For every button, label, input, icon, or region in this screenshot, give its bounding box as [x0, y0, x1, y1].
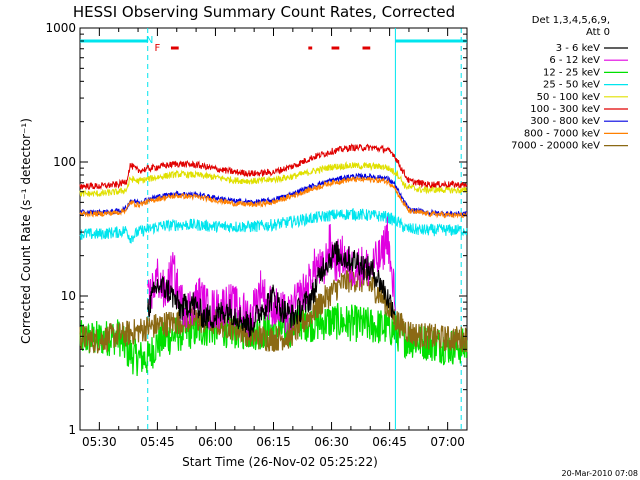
y-tick-label: 1000 — [45, 21, 76, 35]
x-tick-label: 05:30 — [82, 435, 117, 449]
y-tick-label: 1 — [68, 423, 76, 437]
legend-label: 800 - 7000 keV — [524, 128, 600, 139]
x-tick-label: 07:00 — [430, 435, 465, 449]
annotation-f: F — [155, 43, 161, 54]
series-line-25-50-kev — [79, 208, 468, 244]
series-layer — [79, 143, 468, 377]
series-line-3-6-kev — [147, 240, 396, 338]
annotations: NF — [146, 35, 161, 54]
date-stamp: 20-Mar-2010 07:08 — [562, 469, 639, 478]
legend-header: Att 0 — [586, 27, 610, 38]
legend-label: 12 - 25 keV — [543, 67, 600, 78]
y-axis-label: Corrected Count Rate (s⁻¹ detector⁻¹) — [19, 118, 33, 344]
x-tick-label: 05:45 — [140, 435, 175, 449]
series-line-7000-20000-kev — [79, 266, 468, 354]
annotation-n: N — [146, 35, 153, 46]
legend-label: 100 - 300 keV — [530, 104, 600, 115]
x-tick-label: 06:45 — [372, 435, 407, 449]
legend-label: 300 - 800 keV — [530, 116, 600, 127]
x-tick-label: 06:00 — [198, 435, 233, 449]
legend-label: 50 - 100 keV — [537, 92, 601, 103]
legend-label: 7000 - 20000 keV — [511, 141, 600, 152]
x-tick-label: 06:30 — [314, 435, 349, 449]
vertical-markers — [147, 28, 462, 430]
y-axis: 1 10 100 1000 — [45, 21, 467, 437]
legend-label: 6 - 12 keV — [549, 55, 600, 66]
legend-label: 25 - 50 keV — [543, 80, 600, 91]
legend-label: 3 - 6 keV — [556, 43, 600, 54]
series-line-800-7000-kev — [79, 175, 467, 219]
flag-bars — [80, 39, 467, 50]
series-line-100-300-kev — [79, 143, 468, 190]
y-tick-label: 100 — [53, 155, 76, 169]
x-axis: 05:30 05:45 06:00 06:15 06:30 06:45 07:00 — [79, 28, 468, 449]
x-tick-label: 06:15 — [256, 435, 291, 449]
legend-header: Det 1,3,4,5,6,9, — [532, 15, 610, 26]
series-line-50-100-kev — [79, 160, 468, 197]
chart-title: HESSI Observing Summary Count Rates, Cor… — [73, 3, 455, 21]
x-axis-label: Start Time (26-Nov-02 05:25:22) — [182, 455, 378, 469]
y-tick-label: 10 — [61, 289, 76, 303]
